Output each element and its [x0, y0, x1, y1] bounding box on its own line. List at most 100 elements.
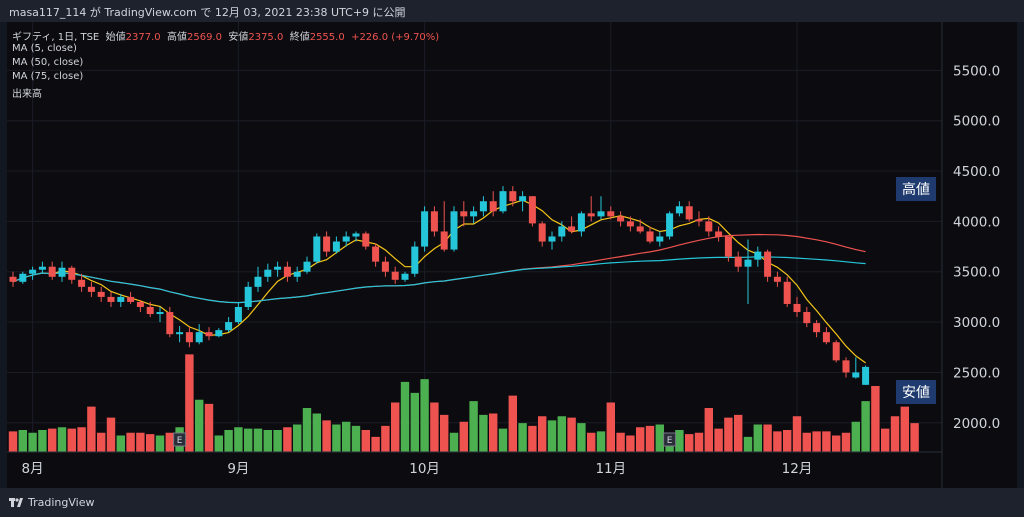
- volume-bar: [675, 430, 684, 452]
- candle-body: [176, 332, 184, 335]
- volume-bar: [449, 432, 459, 452]
- candle: [715, 226, 723, 242]
- ma50-legend[interactable]: MA (50, close): [12, 57, 84, 68]
- candle-body: [460, 211, 468, 217]
- candle-body: [538, 223, 546, 242]
- candle-body: [87, 286, 95, 292]
- volume-bar: [87, 406, 96, 452]
- volume-bar: [332, 424, 341, 452]
- candle-body: [568, 226, 576, 232]
- ma75-legend[interactable]: MA (75, close): [12, 71, 84, 82]
- candle-body: [773, 276, 781, 282]
- candle-body: [68, 267, 76, 280]
- volume-bar: [116, 435, 125, 452]
- candle: [146, 301, 154, 318]
- price-tick-label: 5000.0: [953, 114, 1000, 130]
- candle: [509, 186, 517, 207]
- price-axis[interactable]: 5500.0 5000.0 4500.0 4000.0 3500.0 3000.0 2500…: [941, 22, 1000, 488]
- volume-bar: [479, 414, 488, 452]
- candle: [813, 320, 821, 338]
- candle: [607, 206, 615, 220]
- candle-body: [136, 301, 144, 307]
- candle: [274, 261, 282, 277]
- candle-body: [411, 246, 419, 274]
- candle: [675, 201, 683, 217]
- volume-bar: [195, 399, 204, 452]
- candle-body: [450, 211, 458, 250]
- volume-bar: [783, 430, 792, 452]
- candle-body: [862, 366, 870, 385]
- candle-body: [264, 269, 272, 277]
- candle-body: [9, 276, 17, 282]
- volume-bar: [312, 413, 321, 452]
- volume-bar: [361, 430, 370, 452]
- volume-bar: [773, 431, 782, 452]
- candle: [842, 357, 850, 378]
- open-label: 始値: [105, 32, 126, 43]
- candle: [479, 196, 487, 217]
- candle: [862, 365, 870, 386]
- candle-body: [646, 231, 654, 242]
- volume-bar: [234, 427, 243, 452]
- candle: [783, 276, 791, 307]
- candle-body: [78, 279, 86, 287]
- volume-bar: [430, 402, 439, 452]
- price-tick-label: 4500.0: [953, 164, 1000, 180]
- volume-legend[interactable]: 出来高: [12, 89, 42, 100]
- candle: [313, 233, 321, 264]
- volume-bar: [714, 428, 723, 452]
- volume-bar: [8, 431, 18, 452]
- candle-body: [685, 206, 693, 220]
- candle: [519, 191, 527, 212]
- volume-bar: [263, 430, 272, 452]
- candle: [352, 231, 360, 242]
- candle-body: [293, 271, 301, 277]
- candle: [195, 324, 203, 345]
- candle-body: [558, 226, 566, 237]
- volume-bar: [822, 431, 831, 452]
- volume-bar: [645, 425, 655, 452]
- candle: [244, 281, 252, 311]
- candle: [107, 291, 115, 307]
- volume-bar: [48, 428, 57, 452]
- time-axis[interactable]: 8月 9月 10月 11月 12月: [7, 451, 942, 477]
- candle: [538, 221, 546, 247]
- candle: [156, 306, 164, 323]
- candle: [754, 246, 762, 267]
- volume-bar: [841, 432, 851, 452]
- candle: [617, 211, 625, 227]
- candle: [48, 261, 56, 280]
- volume-bar: [910, 423, 919, 452]
- volume-bar: [185, 354, 194, 452]
- candle-body: [479, 201, 487, 212]
- candle: [264, 263, 272, 282]
- ma5-legend[interactable]: MA (5, close): [12, 43, 77, 54]
- volume-bar: [253, 428, 263, 452]
- candle: [558, 221, 566, 242]
- price-tick-label: 3000.0: [953, 315, 1000, 331]
- candle-body: [303, 261, 311, 272]
- volume-bar: [802, 432, 811, 452]
- candle: [685, 201, 693, 222]
- ma75-line: [12, 256, 866, 304]
- candle-body: [607, 211, 615, 217]
- candle: [215, 328, 223, 338]
- time-tick-label: 12月: [782, 461, 813, 477]
- candle: [568, 216, 576, 234]
- candle-body: [381, 261, 389, 272]
- candle: [450, 206, 458, 252]
- candle-body: [470, 211, 478, 217]
- candle: [411, 241, 419, 277]
- close-value: 2555.0: [309, 32, 345, 43]
- candle: [744, 239, 752, 304]
- candle-body: [832, 342, 840, 361]
- candle: [528, 196, 536, 227]
- candle-body: [783, 281, 791, 304]
- volume-bar: [400, 381, 410, 452]
- candle: [293, 266, 301, 282]
- volume-bar: [342, 421, 351, 452]
- candle-body: [528, 196, 536, 224]
- volume-bar: [724, 417, 733, 452]
